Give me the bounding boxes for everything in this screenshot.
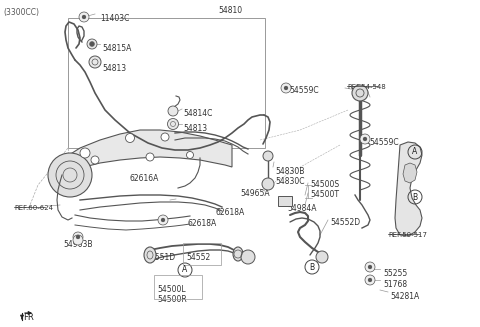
Circle shape [89, 56, 101, 68]
Circle shape [365, 275, 375, 285]
Circle shape [352, 85, 368, 101]
Text: 54830B: 54830B [275, 167, 304, 176]
Text: 54281A: 54281A [390, 292, 419, 301]
Text: 54815A: 54815A [102, 44, 132, 53]
Circle shape [161, 218, 165, 222]
Circle shape [241, 250, 255, 264]
Circle shape [262, 178, 274, 190]
Text: REF.54-548: REF.54-548 [347, 84, 386, 90]
Text: REF.50-517: REF.50-517 [388, 232, 427, 238]
Circle shape [87, 39, 97, 49]
Circle shape [89, 42, 95, 46]
Text: 54552: 54552 [186, 253, 210, 262]
Circle shape [73, 232, 83, 242]
Polygon shape [58, 130, 232, 175]
Text: 54810: 54810 [218, 6, 242, 15]
Text: 11403C: 11403C [100, 14, 130, 23]
Circle shape [316, 251, 328, 263]
Ellipse shape [144, 247, 156, 263]
Polygon shape [403, 163, 417, 183]
Circle shape [168, 106, 178, 116]
Polygon shape [395, 142, 422, 236]
Ellipse shape [233, 247, 243, 261]
Circle shape [284, 86, 288, 90]
Text: B: B [310, 263, 314, 271]
Circle shape [158, 215, 168, 225]
Text: 62618A: 62618A [188, 219, 217, 228]
Bar [68, 18, 265, 148]
Text: 54500R: 54500R [157, 295, 187, 304]
Circle shape [168, 118, 179, 129]
Circle shape [187, 151, 193, 159]
Circle shape [91, 156, 99, 164]
Text: 54500L: 54500L [157, 285, 186, 294]
Bar [278, 196, 292, 206]
Text: 54551D: 54551D [145, 253, 175, 262]
Text: 54559C: 54559C [289, 86, 319, 95]
Text: FR: FR [23, 313, 34, 322]
Circle shape [73, 235, 83, 245]
Circle shape [363, 137, 367, 141]
Circle shape [360, 134, 370, 144]
Circle shape [365, 262, 375, 272]
Text: 54813: 54813 [183, 124, 207, 133]
Circle shape [48, 153, 92, 197]
Text: 54552D: 54552D [330, 218, 360, 227]
Circle shape [76, 235, 80, 239]
Text: 62616A: 62616A [130, 174, 159, 183]
Circle shape [263, 151, 273, 161]
Text: 54963B: 54963B [63, 240, 93, 249]
Circle shape [161, 133, 169, 141]
Text: 54814C: 54814C [183, 109, 212, 118]
Circle shape [79, 12, 89, 22]
Bar [154, 275, 202, 299]
Text: 54984A: 54984A [287, 204, 316, 213]
Text: 54830C: 54830C [275, 177, 304, 186]
Circle shape [146, 153, 154, 161]
Text: 54559C: 54559C [369, 138, 398, 147]
Text: B: B [412, 193, 418, 201]
Circle shape [368, 278, 372, 282]
Text: 62618A: 62618A [216, 208, 245, 217]
Circle shape [80, 148, 90, 158]
Circle shape [281, 83, 291, 93]
Bar [183, 243, 221, 265]
Text: (3300CC): (3300CC) [3, 8, 39, 17]
Text: 54965A: 54965A [240, 189, 270, 198]
Text: 51768: 51768 [383, 280, 407, 289]
Circle shape [368, 265, 372, 269]
Text: A: A [412, 147, 418, 157]
Text: REF.60-624: REF.60-624 [14, 205, 53, 211]
Text: 54813: 54813 [102, 64, 126, 73]
Circle shape [82, 15, 86, 19]
Text: 55255: 55255 [383, 269, 407, 278]
Text: A: A [182, 266, 188, 274]
Circle shape [125, 133, 134, 143]
Text: 54500T: 54500T [310, 190, 339, 199]
Text: 54500S: 54500S [310, 180, 339, 189]
